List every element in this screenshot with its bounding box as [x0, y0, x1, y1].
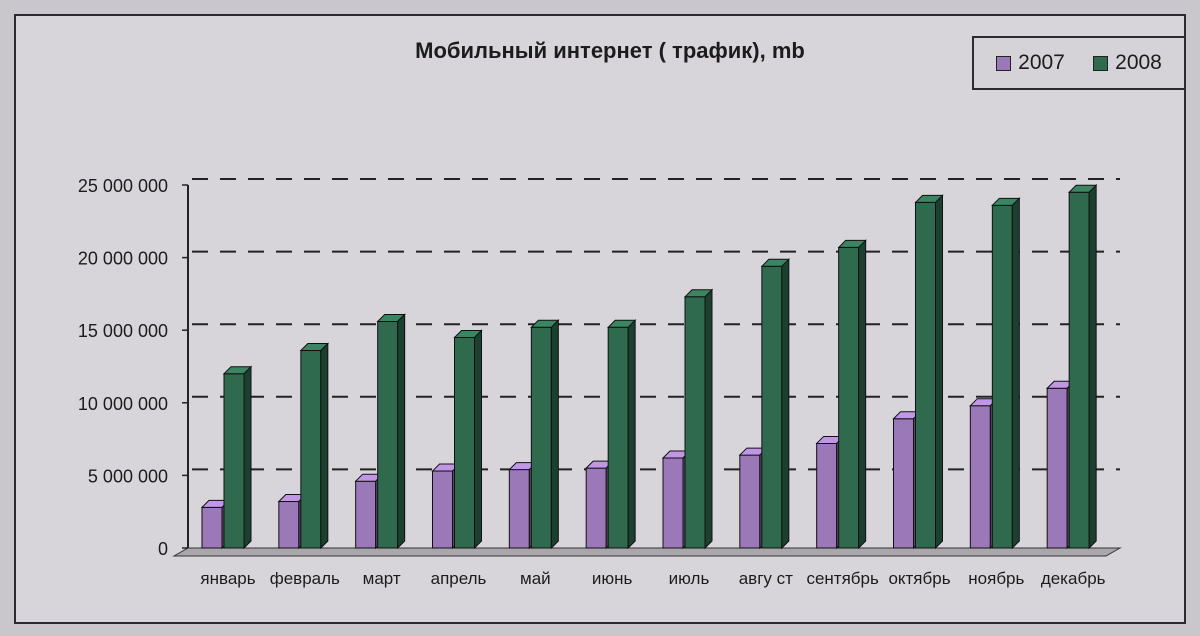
chart-legend: 2007 2008: [972, 36, 1186, 90]
legend-label-2007: 2007: [1018, 51, 1065, 74]
legend-label-2008: 2008: [1115, 51, 1162, 74]
legend-item-2008: 2008: [1093, 51, 1162, 75]
legend-item-2007: 2007: [996, 51, 1065, 75]
chart-frame: [14, 14, 1186, 624]
legend-swatch-2008: [1093, 55, 1109, 71]
chart-title: Мобильный интернет ( трафик), mb: [415, 38, 805, 63]
legend-swatch-2007: [996, 55, 1012, 71]
